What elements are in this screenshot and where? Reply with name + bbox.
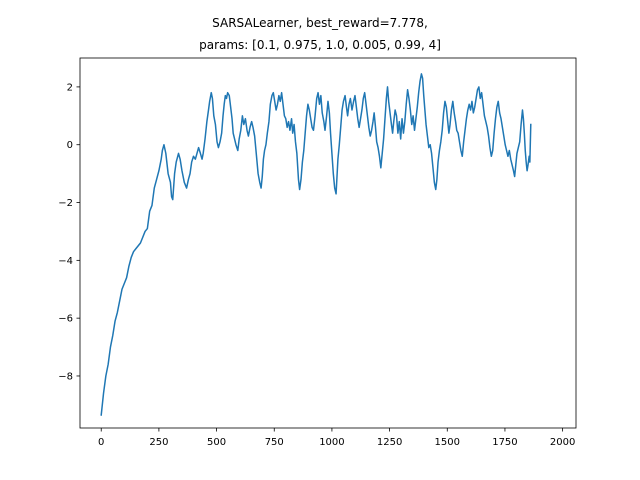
x-tick-label: 1750: [492, 437, 517, 448]
x-tick-label: 250: [149, 437, 168, 448]
series-line-0: [100, 73, 532, 416]
y-tick-label: −4: [58, 256, 73, 267]
x-tick-label: 1500: [435, 437, 460, 448]
x-tick-label: 1000: [319, 437, 344, 448]
x-tick-label: 750: [265, 437, 284, 448]
y-tick-label: 2: [67, 82, 73, 93]
plot-frame: [79, 57, 577, 429]
series-layer: [100, 73, 532, 416]
x-tick-label: 2000: [550, 437, 575, 448]
x-axis: 0 250 500 750 1000 1250 1500 1750 2000: [98, 428, 575, 448]
x-tick-label: 0: [98, 437, 104, 448]
y-tick-label: −2: [58, 198, 73, 209]
x-tick-label: 500: [207, 437, 226, 448]
y-tick-label: 0: [67, 140, 73, 151]
y-axis: −8 −6 −4 −2 0 2: [58, 82, 80, 382]
y-tick-label: −6: [58, 314, 73, 325]
x-tick-label: 1250: [377, 437, 402, 448]
y-tick-label: −8: [58, 371, 73, 382]
chart-title-line-1: SARSALearner, best_reward=7.778,: [212, 16, 428, 30]
chart-title-line-2: params: [0.1, 0.975, 1.0, 0.005, 0.99, 4…: [199, 38, 441, 52]
